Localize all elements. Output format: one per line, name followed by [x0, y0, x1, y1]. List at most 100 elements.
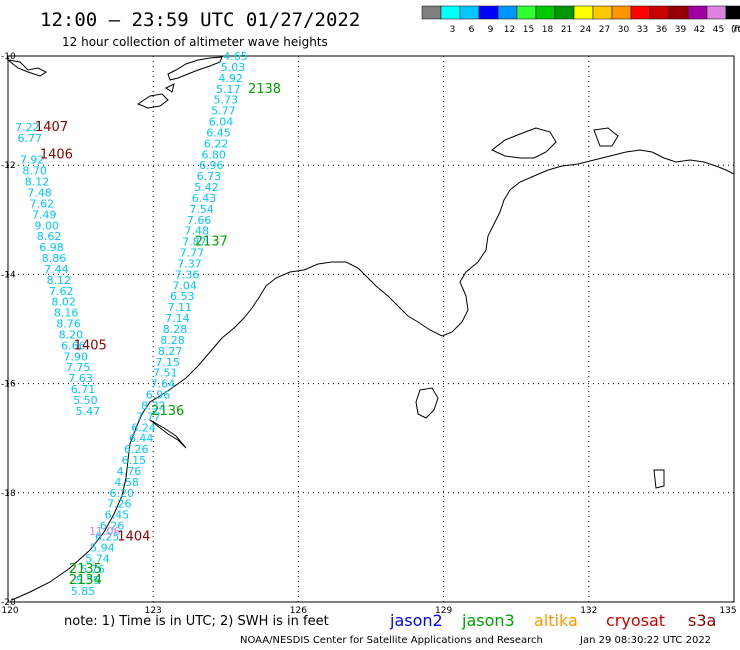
- pass-number: 1404: [117, 529, 150, 544]
- swh-value: 7.44: [44, 263, 69, 276]
- y-tick-label: -12: [1, 161, 16, 171]
- mission-jason2: jason2: [389, 611, 443, 630]
- y-tick-label: -10: [1, 52, 16, 62]
- swh-value: 7.90: [64, 350, 89, 363]
- coastline-mainland: [11, 149, 735, 601]
- latitude-ticks: -10 -12 -14 -16 -18 -20: [1, 52, 16, 608]
- y-tick-label: -20: [1, 598, 16, 608]
- pass-number: 2136: [151, 404, 184, 419]
- x-tick-label: 135: [719, 606, 736, 616]
- swh-value: 6.22: [204, 137, 229, 150]
- swh-value: 5.73: [214, 94, 239, 107]
- altimeter-tracks: 4.655.034.925.175.735.776.046.456.226.80…: [15, 50, 248, 598]
- coastline-island-2: [136, 93, 169, 109]
- swh-value: 9.00: [34, 219, 59, 232]
- swh-value: 6.71: [71, 383, 96, 396]
- swh-value: 5.42: [194, 181, 219, 194]
- swh-value: 7.14: [165, 312, 190, 325]
- credit-text: NOAA/NESDIS Center for Satellite Applica…: [240, 635, 543, 646]
- swh-value: 5.47: [76, 405, 101, 418]
- legend-swatch: [459, 5, 480, 20]
- swh-value: 5.77: [211, 105, 236, 118]
- swh-value: 6.96: [199, 159, 224, 172]
- swh-value: 4.58: [114, 476, 139, 489]
- swh-value: 8.27: [158, 345, 183, 358]
- swh-value: 8.62: [37, 230, 62, 243]
- legend-swatch: [440, 5, 461, 20]
- legend-swatch: [630, 5, 651, 20]
- timestamp-text: Jan 29 08:30:22 UTC 2022: [579, 635, 711, 646]
- legend-label: 27: [599, 25, 610, 35]
- coastline-tiwi: [491, 127, 557, 159]
- swh-value: 5.85: [71, 585, 96, 598]
- swh-value: 7.37: [177, 257, 202, 270]
- swh-value: 6.96: [146, 389, 171, 402]
- swh-value: 5.76: [80, 563, 105, 576]
- x-tick-label: 129: [435, 606, 452, 616]
- legend-label: 12: [504, 25, 515, 35]
- legend-swatch: [611, 5, 632, 20]
- swh-value: 6.24: [131, 421, 156, 434]
- pass-number: 2137: [195, 235, 228, 250]
- y-tick-label: -18: [1, 489, 16, 499]
- swh-value: 6.45: [105, 509, 130, 522]
- legend-label: 9: [488, 25, 494, 35]
- swh-value: 6.44: [129, 432, 154, 445]
- swh-value: 7.77: [136, 410, 161, 423]
- x-tick-label: 132: [580, 606, 597, 616]
- swh-value: 6.66: [61, 339, 86, 352]
- swh-value: 7.51: [153, 367, 178, 380]
- x-tick-label: 123: [145, 606, 162, 616]
- swh-value: 5.55: [76, 574, 101, 587]
- swh-value: 8.12: [25, 176, 50, 189]
- plot-frame: [7, 55, 735, 603]
- swh-value: 6.20: [109, 487, 134, 500]
- swh-value: 6.25: [95, 530, 120, 543]
- legend-swatch: [421, 5, 442, 20]
- swh-value: 6.15: [122, 454, 147, 467]
- legend-label: 6: [469, 25, 475, 35]
- legend-swatch: [478, 5, 499, 20]
- swh-value: 7.22: [15, 121, 40, 134]
- mission-jason3: jason3: [461, 611, 515, 630]
- swh-value: 6.77: [18, 132, 43, 145]
- swh-value: 6.26: [124, 443, 149, 456]
- wave-height-legend: 36912151821242730333639424570(ft): [421, 5, 740, 35]
- swh-value: 6.80: [201, 148, 226, 161]
- swh-value: 6.04: [209, 116, 234, 129]
- swh-value: 8.70: [22, 165, 47, 178]
- legend-swatch: [649, 5, 670, 20]
- legend-label: 45: [713, 25, 724, 35]
- swh-value: 6.26: [100, 520, 125, 533]
- swh-value: 7.49: [32, 208, 57, 221]
- legend-label: 33: [637, 25, 648, 35]
- swh-value: 7.66: [187, 214, 212, 227]
- y-tick-label: -16: [1, 380, 16, 390]
- swh-value: 8.16: [54, 307, 79, 320]
- swh-value: 4.76: [117, 465, 142, 478]
- legend-swatch: [516, 5, 537, 20]
- legend-label: 42: [694, 25, 705, 35]
- swh-value: 8.02: [51, 296, 76, 309]
- swh-value: 7.62: [49, 285, 74, 298]
- swh-value: 7.26: [107, 498, 132, 511]
- swh-value: 7.04: [172, 279, 197, 292]
- longitude-ticks: 120 123 126 129 132 135: [1, 606, 736, 616]
- swh-value: 7.11: [168, 301, 193, 314]
- coastline-island-east: [653, 469, 665, 489]
- swh-value: 8.76: [56, 318, 81, 331]
- units-note: note: 1) Time is in UTC; 2) SWH is in fe…: [64, 614, 329, 629]
- legend-label: 21: [561, 25, 572, 35]
- track-2138-2137: 4.655.034.925.175.735.776.046.456.226.80…: [71, 50, 248, 598]
- swh-value: 4.65: [223, 50, 248, 63]
- legend-swatch: [687, 5, 708, 20]
- coastline-island-3: [165, 83, 175, 93]
- map-title: 12:00 – 23:59 UTC 01/27/2022: [40, 9, 360, 31]
- legend-label: 15: [523, 25, 534, 35]
- swh-value: 7.36: [175, 268, 200, 281]
- swh-value: 7.62: [30, 197, 55, 210]
- swh-value: 7.87: [182, 236, 207, 249]
- coastline-timor: [167, 56, 223, 81]
